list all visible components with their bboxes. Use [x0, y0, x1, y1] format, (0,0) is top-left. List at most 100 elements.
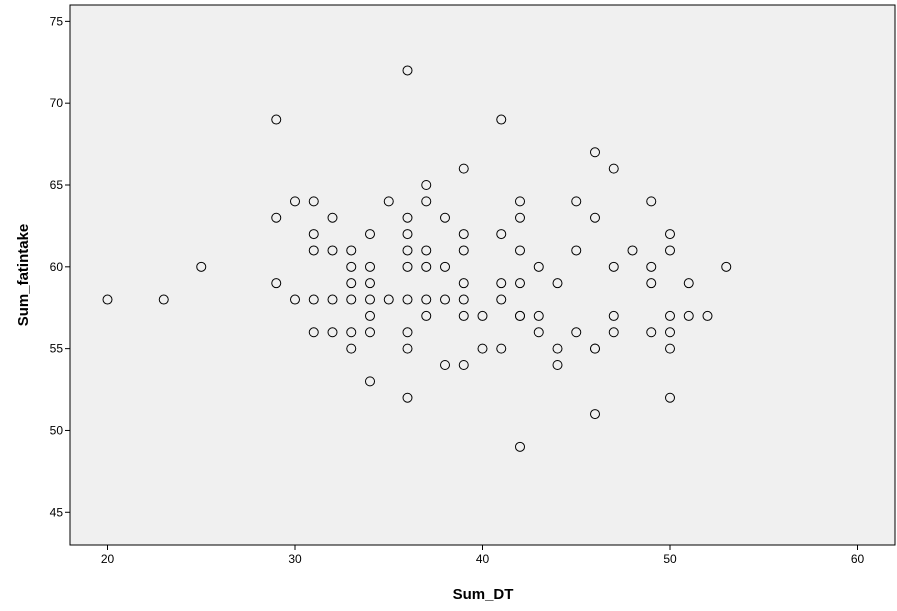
data-point	[196, 261, 207, 272]
data-point	[646, 327, 657, 338]
data-point	[646, 261, 657, 272]
data-point	[665, 327, 675, 338]
data-point	[327, 245, 338, 256]
data-point	[421, 245, 432, 256]
data-point	[458, 310, 469, 321]
data-point	[665, 343, 675, 354]
data-point	[440, 212, 450, 223]
data-point	[346, 327, 357, 338]
data-point	[515, 310, 525, 321]
data-point	[552, 360, 563, 370]
data-point	[515, 196, 525, 207]
data-point	[365, 294, 375, 305]
data-point	[590, 409, 600, 420]
data-point	[346, 261, 357, 272]
data-point	[346, 343, 357, 354]
data-point	[327, 212, 338, 223]
data-point	[402, 343, 413, 354]
data-point	[271, 278, 282, 289]
data-point	[383, 196, 394, 207]
data-point	[477, 310, 488, 321]
data-point	[665, 392, 675, 403]
data-point	[365, 327, 375, 338]
y-tick-label: 60	[50, 260, 64, 274]
data-point	[308, 245, 319, 256]
data-point	[102, 294, 113, 305]
data-point	[571, 245, 582, 256]
data-point	[627, 245, 638, 256]
data-point	[421, 261, 432, 272]
data-point	[496, 229, 507, 240]
data-point	[665, 229, 675, 240]
data-point	[290, 196, 300, 207]
data-point	[646, 196, 657, 207]
data-point	[365, 278, 375, 289]
data-point	[365, 376, 375, 387]
data-point	[683, 278, 694, 289]
data-point	[458, 360, 469, 370]
data-point	[515, 212, 525, 223]
data-point	[271, 212, 282, 223]
data-point	[683, 310, 694, 321]
data-point	[365, 261, 375, 272]
y-tick-label: 70	[50, 96, 64, 110]
data-point	[365, 229, 375, 240]
y-tick-label: 45	[50, 505, 64, 519]
data-point	[308, 294, 319, 305]
data-point	[571, 327, 582, 338]
data-point	[158, 294, 169, 305]
data-point	[646, 278, 657, 289]
data-point	[590, 343, 600, 354]
data-point	[346, 278, 357, 289]
x-tick-label: 50	[663, 552, 677, 566]
data-point	[421, 180, 432, 190]
data-point	[346, 245, 357, 256]
data-point	[458, 245, 469, 256]
data-point	[515, 278, 525, 289]
data-point	[702, 310, 713, 321]
data-point	[608, 327, 619, 338]
data-point	[496, 114, 507, 125]
axes-layer: 20 30 40 50 60 45 50 55 60 65 70 75	[50, 14, 865, 566]
data-point	[477, 343, 488, 354]
data-point	[440, 294, 450, 305]
data-point	[402, 229, 413, 240]
data-point	[571, 196, 582, 207]
x-tick-label: 20	[101, 552, 115, 566]
data-point	[665, 310, 675, 321]
data-point	[458, 163, 469, 174]
data-point	[608, 163, 619, 174]
data-point	[402, 212, 413, 223]
data-point	[533, 327, 544, 338]
y-tick-label: 65	[50, 178, 64, 192]
y-tick-label: 55	[50, 342, 64, 356]
data-point	[665, 245, 675, 256]
y-tick-label: 50	[50, 423, 64, 437]
data-point	[402, 392, 413, 403]
y-axis-title: Sum_fatintake	[15, 224, 32, 327]
data-point	[608, 310, 619, 321]
data-point	[440, 360, 450, 370]
x-axis-title: Sum_DT	[453, 586, 514, 603]
data-point	[308, 196, 319, 207]
data-point	[308, 229, 319, 240]
data-point	[721, 261, 732, 272]
data-point	[421, 310, 432, 321]
data-point	[533, 310, 544, 321]
marks-layer	[102, 65, 732, 452]
data-point	[552, 278, 563, 289]
data-point	[365, 310, 375, 321]
data-point	[533, 261, 544, 272]
data-point	[590, 147, 600, 158]
data-point	[346, 294, 357, 305]
data-point	[440, 261, 450, 272]
y-tick-label: 75	[50, 14, 64, 28]
data-point	[290, 294, 300, 305]
data-point	[458, 229, 469, 240]
data-point	[458, 294, 469, 305]
plot-area	[69, 4, 896, 546]
data-point	[515, 441, 525, 452]
x-tick-label: 30	[288, 552, 302, 566]
data-point	[496, 294, 507, 305]
